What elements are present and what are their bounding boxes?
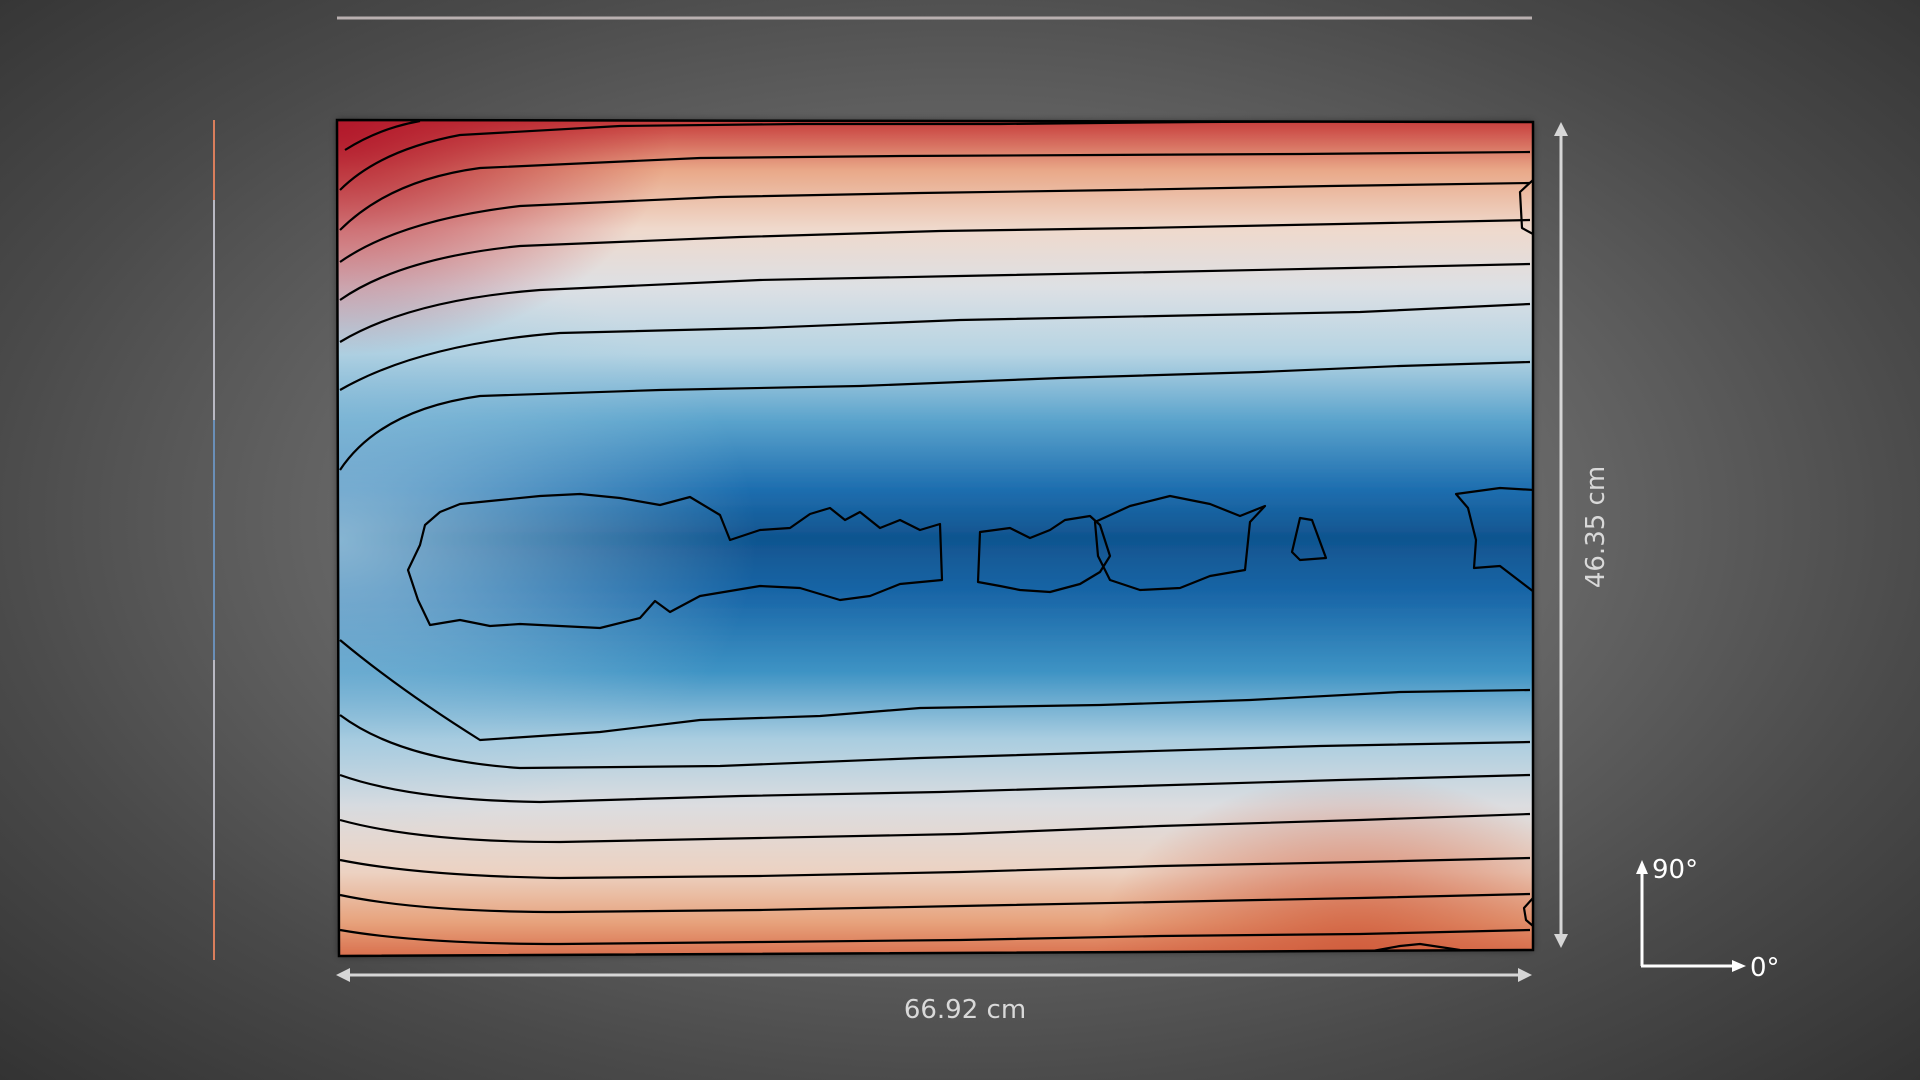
contour-line-top-2: [339, 120, 1441, 191]
orientation-90-label: 90°: [1652, 855, 1698, 885]
arrow-up-icon: [1636, 860, 1648, 874]
contour-island-3: [1093, 494, 1267, 592]
contour-line-top-1: [344, 120, 421, 151]
contour-line-bot-4: [339, 812, 1531, 844]
arrow-right-icon: [1732, 960, 1746, 972]
contour-line-top-7: [339, 302, 1531, 391]
contour-line-top-8: [339, 360, 1531, 471]
contour-line-top-6: [339, 262, 1531, 343]
contour-line-top-4: [339, 181, 1531, 263]
contour-line-bot-7: [339, 928, 1531, 946]
contour-island-2: [976, 514, 1112, 594]
contour-line-bot-5: [339, 856, 1531, 880]
orientation-0-label: 0°: [1750, 953, 1780, 983]
width-dimension: [336, 968, 1532, 982]
heatmap-shading: [337, 120, 1533, 956]
contour-line-bot-1: [339, 639, 1531, 742]
orientation-indicator: [1636, 860, 1746, 972]
contour-line-bot-6: [339, 892, 1531, 914]
contour-line-bot-3: [339, 773, 1531, 804]
height-label: 46.35 cm: [1581, 466, 1611, 588]
contour-bottom-right-notch: [1522, 897, 1533, 927]
width-label: 66.92 cm: [904, 995, 1026, 1025]
contour-island-1: [406, 492, 944, 630]
contour-island-right: [1454, 486, 1533, 593]
plate-outline: [335, 118, 1535, 958]
contour-line-top-5: [339, 218, 1531, 301]
contour-line-top-3: [339, 150, 1531, 231]
contour-island-4: [1290, 516, 1328, 562]
contour-line-bot-2: [339, 714, 1531, 770]
height-dimension: [1554, 122, 1568, 948]
contour-top-right-notch: [1518, 179, 1533, 235]
contour-lines: [339, 120, 1533, 956]
